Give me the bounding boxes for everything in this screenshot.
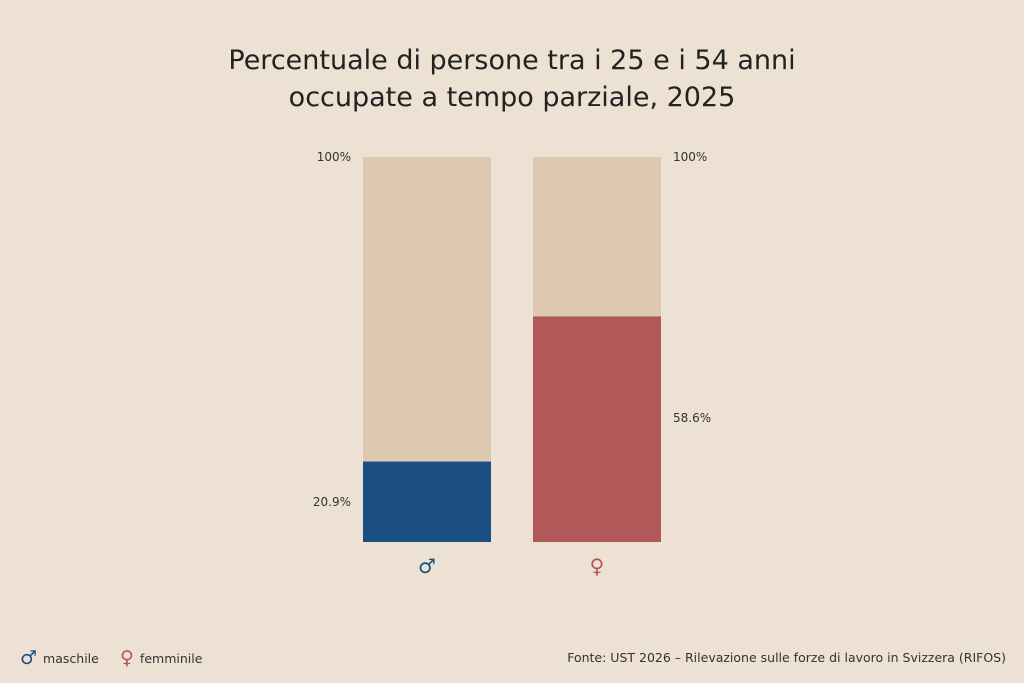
footer: ♂ maschile ♀ femminile Fonte: UST 2026 –… [0,646,1024,670]
value-label-male: 20.9% [313,495,351,509]
stacked-bar-chart: 100% 20.9% ♂ 100% 58.6% ♀ [313,150,711,578]
source-note: Fonte: UST 2026 – Rilevazione sulle forz… [567,650,1006,665]
chart-title-line-2: occupate a tempo parziale, 2025 [288,82,736,113]
category-label-male-icon: ♂ [418,554,436,578]
category-label-female-icon: ♀ [590,554,605,578]
female-symbol-icon: ♀ [120,647,134,669]
legend-item-male: ♂ maschile [20,648,99,668]
chart-title-line-1: Percentuale di persone tra i 25 e i 54 a… [228,45,796,76]
value-label-female: 58.6% [673,411,711,425]
bar-value-female [533,316,661,542]
chart-title: Percentuale di persone tra i 25 e i 54 a… [0,42,1024,116]
total-label-female: 100% [673,150,707,164]
legend-item-female: ♀ femminile [120,648,202,668]
legend-label-male: maschile [43,650,99,666]
total-label-male: 100% [317,150,351,164]
legend-label-female: femminile [139,650,203,666]
bar-value-male [363,461,491,542]
male-symbol-icon: ♂ [20,647,38,669]
